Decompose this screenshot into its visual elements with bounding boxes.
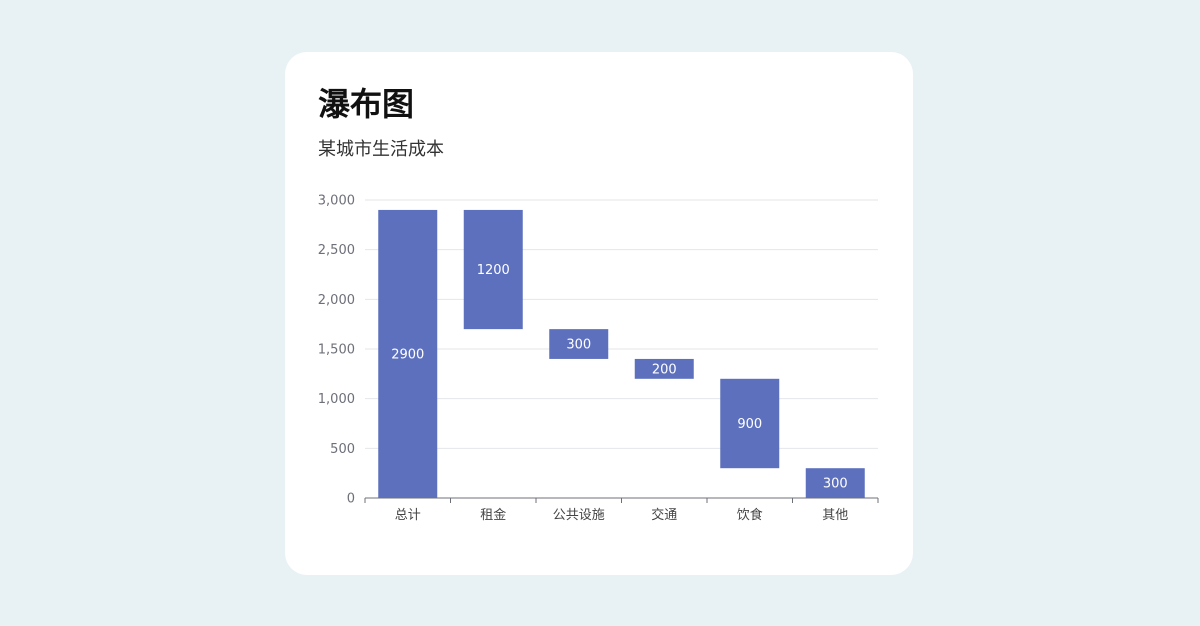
- x-category-label: 总计: [395, 508, 421, 523]
- chart-subtitle: 某城市生活成本: [318, 139, 444, 160]
- x-category-label: 饮食: [737, 507, 763, 523]
- chart-card: 瀑布图 某城市生活成本 0 500 1,000 1,500 2,000 2,500 3,00…: [285, 52, 913, 575]
- x-category-label: 其他: [822, 508, 848, 523]
- y-tick-label: 1,000: [318, 392, 355, 407]
- bar-value-label: 2900: [391, 347, 424, 362]
- bars: [378, 209, 865, 498]
- bar-value-label: 200: [652, 362, 677, 377]
- bar: [463, 209, 523, 330]
- bar: [378, 209, 438, 498]
- y-tick-label: 2,500: [318, 243, 355, 258]
- bar-value-label: 900: [737, 417, 762, 432]
- bar-value-label: 300: [823, 477, 848, 492]
- y-tick-label: 0: [347, 492, 355, 507]
- y-tick-label: 2,000: [318, 293, 355, 308]
- bar: [549, 329, 609, 359]
- y-tick-label: 500: [330, 442, 355, 457]
- chart-title: 瀑布图: [318, 85, 415, 123]
- axes: [364, 497, 879, 503]
- bar: [720, 378, 780, 469]
- waterfall-chart: 0 500 1,000 1,500 2,000 2,500 3,000 2900 总计 1200 租…: [318, 194, 879, 524]
- x-category-label: 公共设施: [553, 508, 605, 523]
- x-category-label: 交通: [651, 507, 677, 523]
- bar-value-label: 1200: [477, 263, 510, 278]
- grid-lines: [365, 199, 878, 449]
- bar: [805, 468, 865, 498]
- bar: [634, 358, 694, 379]
- x-category-label: 租金: [480, 507, 506, 523]
- y-tick-label: 3,000: [318, 194, 355, 209]
- labels: 0 500 1,000 1,500 2,000 2,500 3,000 2900 总计 1200 租…: [318, 194, 848, 524]
- y-tick-label: 1,500: [318, 343, 355, 358]
- bar-value-label: 300: [566, 338, 591, 353]
